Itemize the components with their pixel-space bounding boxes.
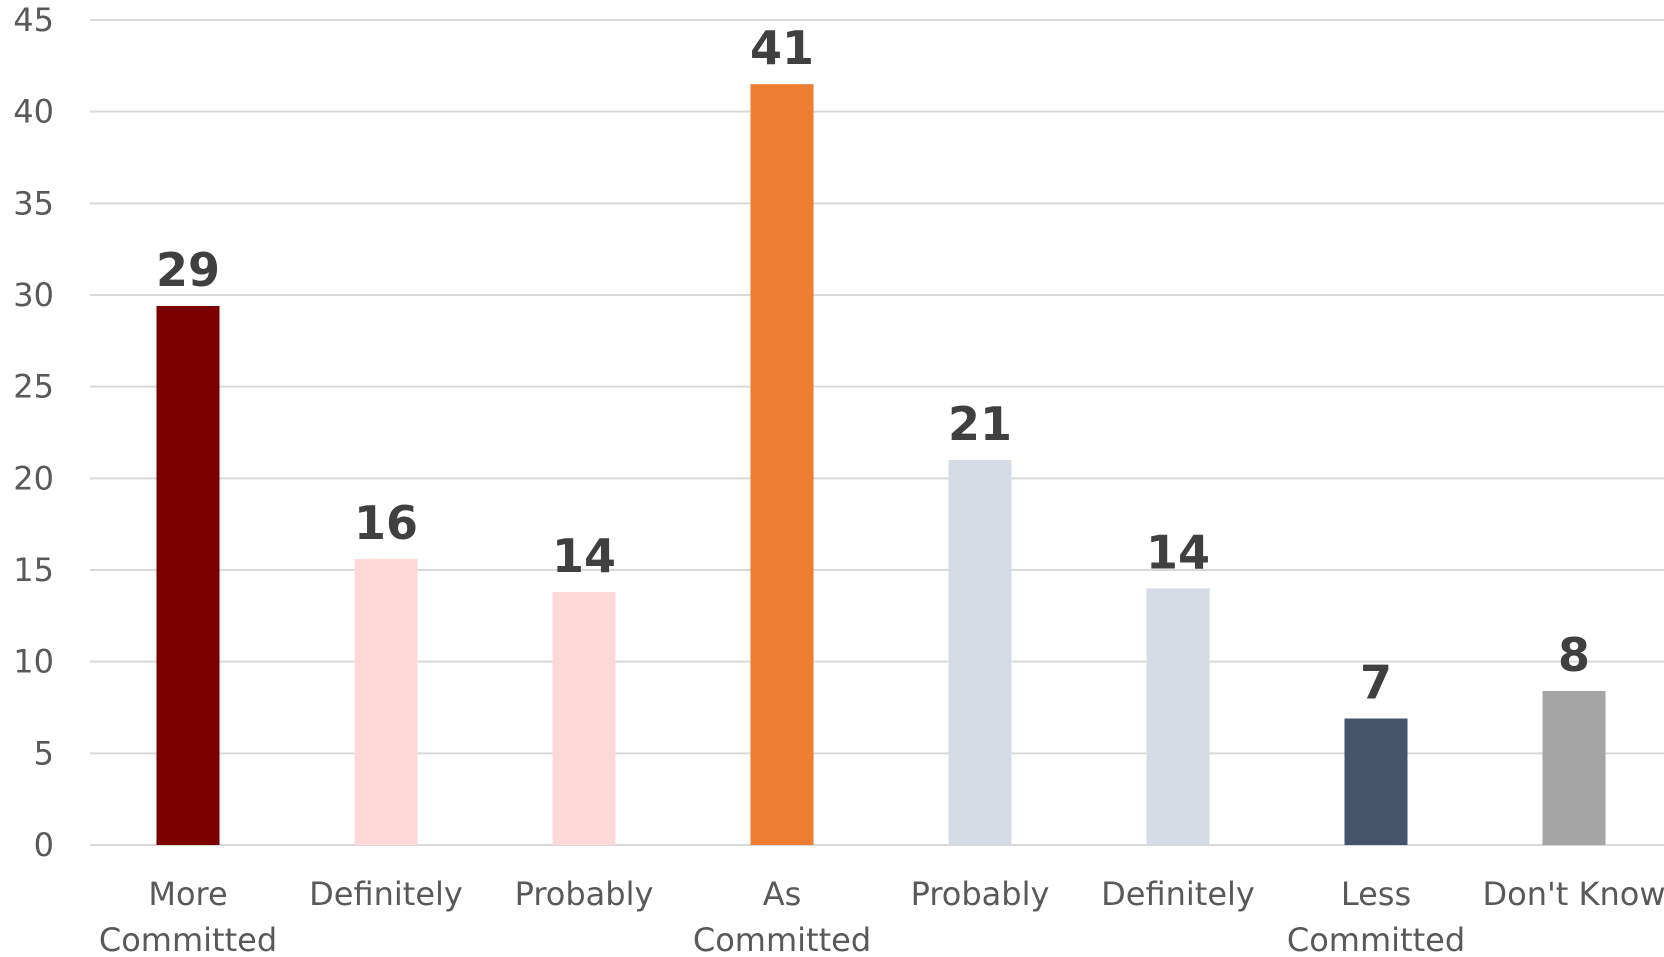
y-tick-label: 45	[13, 1, 54, 39]
data-label: 16	[354, 496, 418, 550]
gridlines	[90, 19, 1664, 846]
x-tick-label: Definitely	[1101, 875, 1255, 913]
bar	[948, 460, 1012, 845]
x-tick-label: Definitely	[309, 875, 463, 913]
y-tick-label: 5	[34, 734, 54, 772]
bar	[750, 84, 814, 845]
y-tick-label: 35	[13, 184, 54, 222]
x-tick-label: Committed	[99, 921, 277, 957]
x-tick-label: Less	[1341, 875, 1411, 913]
x-tick-label: Committed	[693, 921, 871, 957]
data-labels: 29 16 14 41 21 14 7 8	[156, 21, 1590, 709]
bar	[1542, 691, 1606, 845]
x-tick-label: As	[763, 875, 802, 913]
y-tick-label: 15	[13, 551, 54, 589]
x-tick-label: Committed	[1287, 921, 1465, 957]
y-axis-ticks: 0 5 10 15 20 25 30 35 40 45	[13, 1, 54, 864]
y-tick-label: 20	[13, 459, 54, 497]
x-axis-ticks: More Committed Definitely Probably As Committ…	[99, 875, 1664, 957]
data-label: 14	[552, 529, 616, 583]
bar	[1344, 718, 1408, 845]
bar	[552, 592, 616, 845]
x-tick-label: Don't Know	[1482, 875, 1664, 913]
bars	[156, 84, 1606, 845]
y-tick-label: 40	[13, 93, 54, 131]
x-tick-label: Probably	[515, 875, 654, 913]
bar	[156, 306, 220, 845]
y-tick-label: 10	[13, 643, 54, 681]
y-tick-label: 30	[13, 276, 54, 314]
data-label: 41	[750, 21, 814, 75]
x-tick-label: Probably	[911, 875, 1050, 913]
data-label: 7	[1360, 656, 1392, 710]
data-label: 29	[156, 243, 220, 297]
bar	[1146, 588, 1210, 845]
bar	[354, 559, 418, 845]
data-label: 21	[948, 397, 1012, 451]
data-label: 8	[1558, 628, 1590, 682]
y-tick-label: 0	[34, 826, 54, 864]
y-tick-label: 25	[13, 368, 54, 406]
data-label: 14	[1146, 525, 1210, 579]
x-tick-label: More	[148, 875, 227, 913]
